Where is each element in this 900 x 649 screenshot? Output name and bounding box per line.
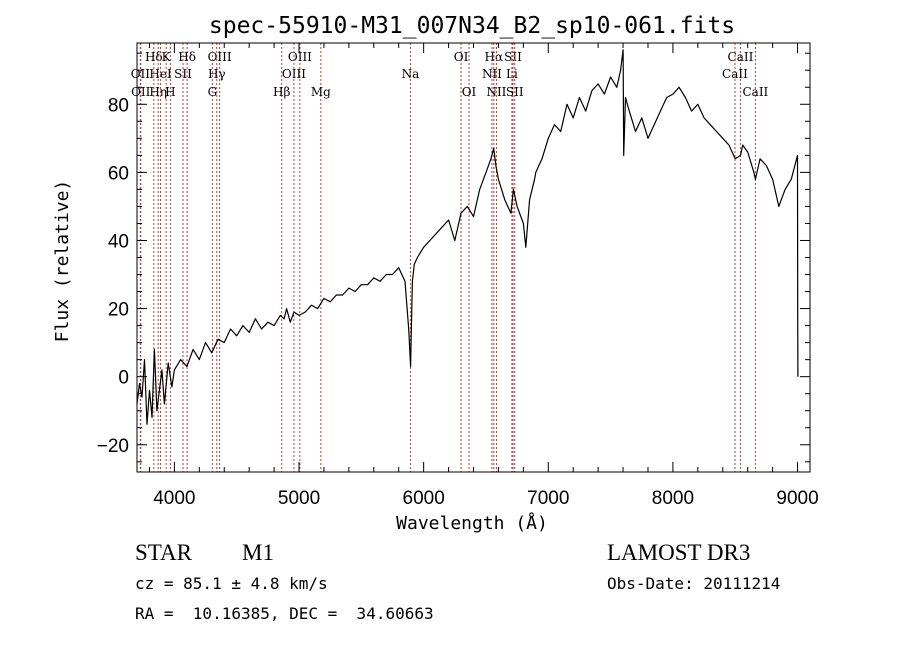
marker-label-22: SII bbox=[504, 50, 522, 64]
marker-label-5: Hη bbox=[149, 85, 167, 99]
survey-name: LAMOST DR3 bbox=[607, 540, 751, 565]
object-class: STAR bbox=[135, 540, 192, 565]
marker-label-25: CaII bbox=[728, 50, 754, 64]
marker-label-1: OII bbox=[131, 67, 151, 81]
line-markers: Hδ OII OII K HeI HηH Hδ SII OIII Hγ G Hβ OIII OIII Mg N… bbox=[131, 43, 769, 472]
marker-label-0: Hδ bbox=[145, 50, 163, 64]
redshift-info: cz = 85.1 ± 4.8 km/s bbox=[135, 574, 328, 593]
marker-label-2: OII bbox=[131, 85, 151, 99]
obs-date: Obs-Date: 20111214 bbox=[607, 574, 781, 593]
coordinates: RA = 10.16385, DEC = 34.60663 bbox=[135, 604, 434, 623]
marker-label-11: G bbox=[208, 85, 218, 99]
marker-label-26: CaII bbox=[722, 67, 748, 81]
marker-label-17: OI bbox=[454, 50, 469, 64]
marker-label-16: Na bbox=[402, 67, 420, 81]
axes: 4000 5000 6000 7000 8000 9000 −20 0 20 40 60 80 bbox=[97, 43, 819, 509]
y-axis-label: Flux (relative) bbox=[52, 180, 73, 343]
marker-label-18: OI bbox=[462, 85, 477, 99]
marker-label-6: H bbox=[165, 85, 175, 99]
x-tick-label-5: 9000 bbox=[776, 488, 818, 509]
x-tick-label-0: 4000 bbox=[153, 488, 195, 509]
marker-label-21: NII bbox=[486, 85, 506, 99]
marker-label-10: Hγ bbox=[208, 67, 226, 81]
marker-label-20: NII bbox=[482, 67, 502, 81]
x-tick-label-3: 7000 bbox=[527, 488, 569, 509]
marker-label-12: Hβ bbox=[273, 85, 290, 99]
marker-label-7: Hδ bbox=[178, 50, 196, 64]
marker-label-9: OIII bbox=[208, 50, 232, 64]
marker-label-23: Li bbox=[506, 67, 518, 81]
marker-label-4: HeI bbox=[149, 67, 172, 81]
x-tick-label-4: 8000 bbox=[652, 488, 694, 509]
x-tick-label-1: 5000 bbox=[278, 488, 320, 509]
y-tick-label-3: 40 bbox=[108, 231, 129, 252]
marker-label-13: OIII bbox=[288, 50, 312, 64]
y-tick-label-4: 60 bbox=[108, 163, 129, 184]
y-tick-label-1: 0 bbox=[118, 368, 129, 389]
marker-label-27: CaII bbox=[742, 85, 768, 99]
x-axis-label: Wavelength (Å) bbox=[396, 512, 548, 534]
series-layer bbox=[136, 49, 799, 425]
marker-label-14: OIII bbox=[282, 67, 306, 81]
chart-title: spec-55910-M31_007N34_B2_sp10-061.fits bbox=[209, 13, 735, 39]
marker-label-15: Mg bbox=[311, 85, 331, 99]
series-line-0 bbox=[136, 49, 799, 425]
x-tick-label-2: 6000 bbox=[403, 488, 445, 509]
object-subclass: M1 bbox=[242, 540, 274, 565]
marker-label-24: SII bbox=[506, 85, 524, 99]
marker-label-3: K bbox=[162, 50, 172, 64]
y-tick-label-2: 20 bbox=[108, 300, 129, 321]
y-tick-label-0: −20 bbox=[97, 436, 129, 457]
plot-frame bbox=[136, 42, 811, 473]
marker-label-8: SII bbox=[174, 67, 192, 81]
marker-label-19: Hα bbox=[485, 50, 504, 64]
y-tick-label-5: 80 bbox=[108, 95, 129, 116]
